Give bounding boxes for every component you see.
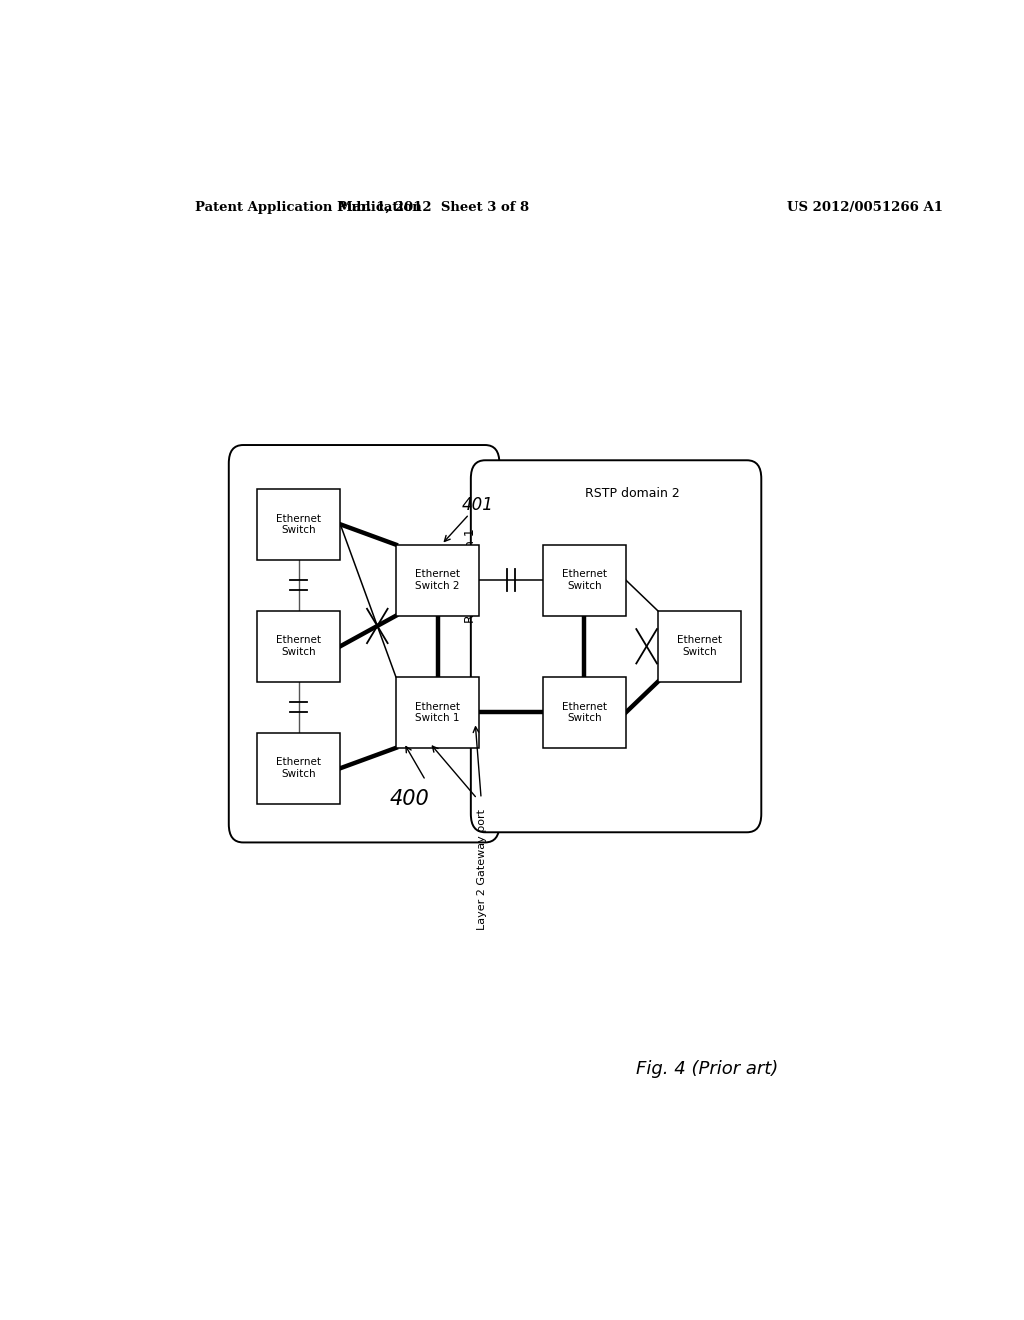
Text: Patent Application Publication: Patent Application Publication [196,201,422,214]
Text: Ethernet
Switch: Ethernet Switch [677,635,722,657]
FancyBboxPatch shape [396,677,479,748]
Text: Fig. 4 (Prior art): Fig. 4 (Prior art) [636,1060,778,1078]
FancyBboxPatch shape [543,677,626,748]
FancyBboxPatch shape [228,445,500,842]
Text: Ethernet
Switch 1: Ethernet Switch 1 [415,701,460,723]
Text: Ethernet
Switch: Ethernet Switch [276,635,322,657]
Text: 401: 401 [462,496,494,515]
FancyBboxPatch shape [396,545,479,616]
Text: RSTP domain 1: RSTP domain 1 [464,528,477,623]
Text: Ethernet
Switch: Ethernet Switch [562,569,607,591]
FancyBboxPatch shape [657,611,741,682]
Text: Layer 2 Gateway port: Layer 2 Gateway port [477,809,487,929]
FancyBboxPatch shape [257,611,340,682]
Text: 400: 400 [390,788,430,809]
FancyBboxPatch shape [257,733,340,804]
Text: Ethernet
Switch 2: Ethernet Switch 2 [415,569,460,591]
Text: RSTP domain 2: RSTP domain 2 [585,487,679,500]
FancyBboxPatch shape [543,545,626,616]
FancyBboxPatch shape [257,488,340,560]
Text: Ethernet
Switch: Ethernet Switch [276,758,322,779]
Text: Mar. 1, 2012  Sheet 3 of 8: Mar. 1, 2012 Sheet 3 of 8 [338,201,529,214]
FancyBboxPatch shape [471,461,761,833]
Text: US 2012/0051266 A1: US 2012/0051266 A1 [786,201,943,214]
Text: Ethernet
Switch: Ethernet Switch [562,701,607,723]
Text: Ethernet
Switch: Ethernet Switch [276,513,322,535]
